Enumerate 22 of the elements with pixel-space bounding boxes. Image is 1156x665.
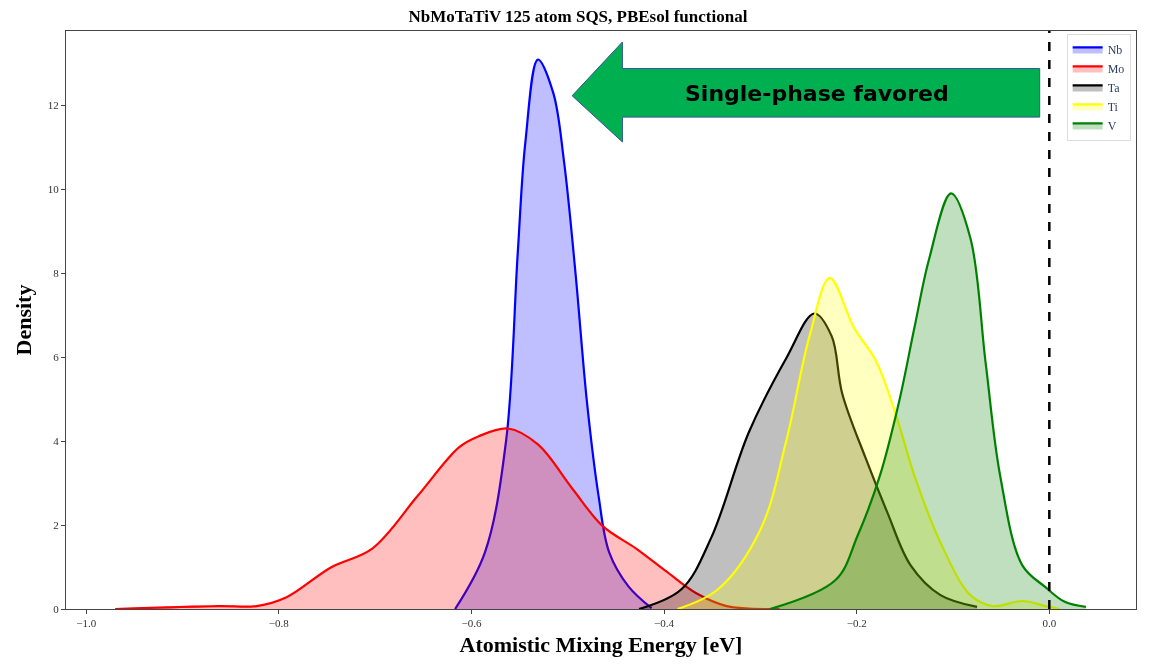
y-axis-title: Density <box>10 284 36 356</box>
y-tick-label: 4 <box>53 434 60 447</box>
legend-label: V <box>1107 119 1117 134</box>
x-tick-label: −0.4 <box>654 617 675 630</box>
x-tick-label: −0.2 <box>846 617 867 630</box>
legend-label: Ti <box>1107 100 1119 115</box>
y-tick-label: 0 <box>53 602 60 615</box>
y-tick-label: 2 <box>53 518 59 531</box>
y-tick-label: 10 <box>47 183 60 196</box>
y-tick-label: 12 <box>47 99 59 112</box>
y-tick-label: 6 <box>53 351 60 363</box>
x-axis-title: Atomistic Mixing Energy [eV] <box>459 632 743 658</box>
x-tick-label: −1.0 <box>76 617 97 630</box>
x-tick-label: −0.8 <box>268 617 290 630</box>
x-tick-label: 0.0 <box>1042 617 1057 630</box>
legend-label: Nb <box>1107 43 1123 58</box>
chart-title: NbMoTaTiV 125 atom SQS, PBEsol functional <box>408 6 748 26</box>
y-tick-label: 8 <box>53 267 60 280</box>
legend-label: Ta <box>1107 81 1121 96</box>
annotation: Single-phase favored <box>685 81 949 106</box>
x-tick-label: −0.6 <box>461 617 482 630</box>
legend-label: Mo <box>1107 62 1125 77</box>
